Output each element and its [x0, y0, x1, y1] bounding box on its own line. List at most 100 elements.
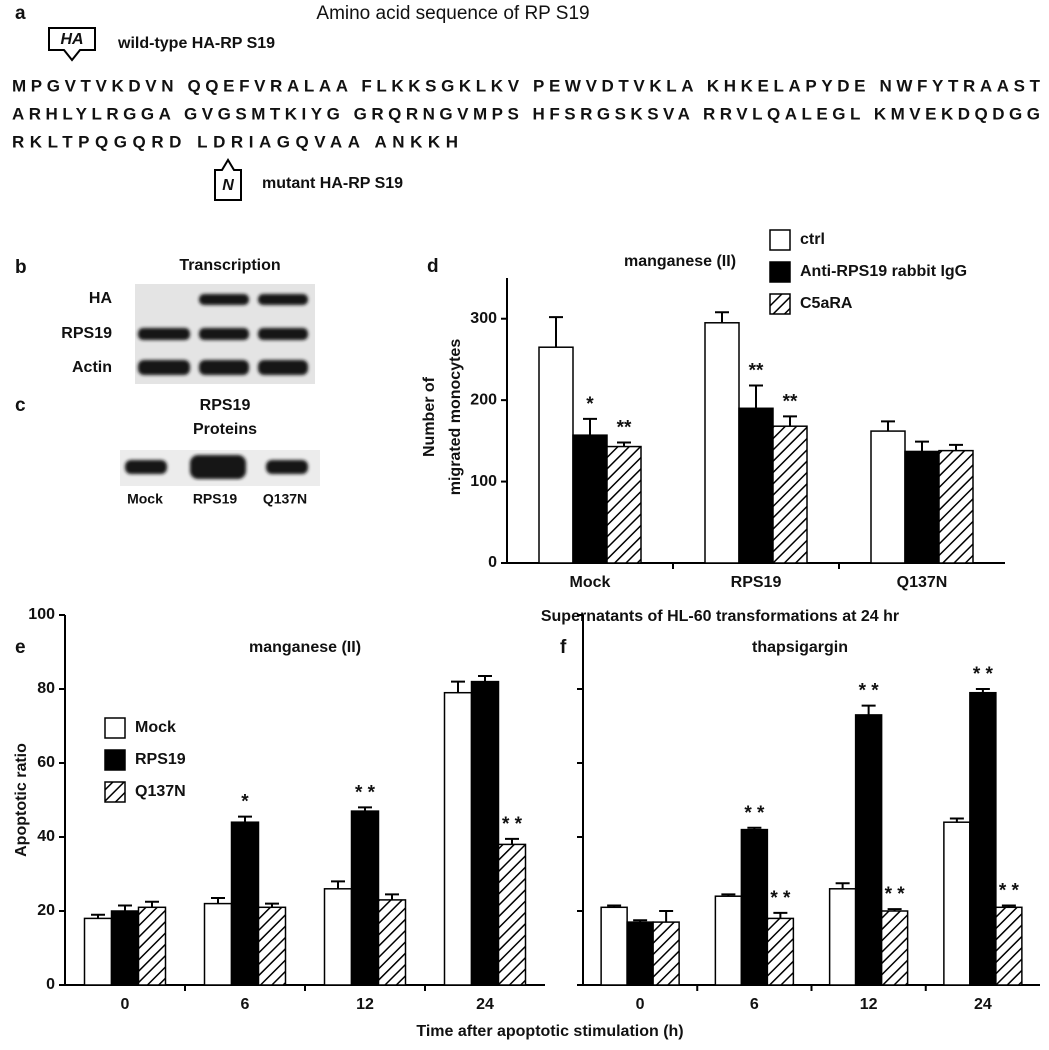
significance-label: * * [973, 664, 994, 685]
bar [766, 917, 795, 986]
row-label: HA [89, 290, 113, 307]
x-tick-label: 12 [860, 996, 878, 1013]
bar [738, 407, 774, 564]
x-tick-label: 0 [636, 996, 645, 1013]
bar [828, 888, 857, 986]
error-bar [633, 919, 648, 923]
bar [880, 910, 909, 986]
legend-swatch [104, 781, 126, 803]
legend-label: ctrl [800, 231, 825, 248]
blot-bands [138, 294, 308, 375]
band [138, 360, 190, 375]
error-bar [211, 897, 225, 904]
band [258, 360, 308, 375]
error-bar [783, 415, 797, 427]
panel-label: c [15, 395, 26, 416]
legend-label: Mock [135, 719, 176, 736]
error-bar [715, 311, 729, 323]
row-label: Actin [72, 359, 112, 376]
panel-title: Amino acid sequence of RP S19 [316, 3, 589, 24]
bar [137, 906, 167, 986]
tag-text: HA [60, 31, 83, 48]
bar [704, 322, 740, 564]
x-tick-label: 24 [974, 996, 992, 1013]
legend-label: RPS19 [135, 751, 186, 768]
error-bar [385, 893, 399, 900]
bar [854, 714, 883, 986]
panel-label: a [15, 3, 26, 24]
significance-label: ** [749, 361, 764, 382]
lane-label: Q137N [263, 491, 307, 507]
bar [600, 906, 628, 986]
y-tick-label: 40 [37, 828, 55, 845]
error-bar [773, 911, 788, 919]
error-bar [747, 826, 762, 830]
bar [110, 910, 140, 986]
x-tick-label: 24 [476, 996, 494, 1013]
bar [443, 691, 473, 986]
legend-label: C5aRA [800, 295, 853, 312]
bar [377, 899, 407, 986]
bar [572, 434, 608, 564]
error-bar [835, 882, 850, 889]
significance-label: * * [885, 884, 906, 905]
tag-box [48, 27, 96, 62]
legend-label: Q137N [135, 783, 186, 800]
bar [938, 449, 974, 564]
error-bar [1001, 904, 1016, 908]
error-bar [583, 417, 597, 436]
error-bar [749, 384, 763, 409]
error-bar [617, 441, 631, 447]
y-tick-label: 100 [470, 473, 497, 490]
bar [772, 425, 808, 564]
chart-title: thapsigargin [752, 639, 848, 656]
error-bar [478, 675, 492, 682]
significance-label: * * [999, 880, 1020, 901]
x-tick-label: Mock [570, 574, 611, 591]
bar [350, 810, 380, 986]
significance-label: * * [744, 803, 765, 824]
bar [943, 821, 971, 986]
band [199, 360, 249, 375]
x-tick-label: 6 [241, 996, 250, 1013]
y-axis-label: Number of [421, 376, 438, 457]
error-bar [265, 902, 279, 908]
bar [714, 895, 743, 986]
bar [740, 828, 769, 986]
x-tick-label: Q137N [897, 574, 948, 591]
panel-label: f [560, 637, 567, 658]
panel-label: d [427, 256, 439, 277]
x-tick-label: RPS19 [731, 574, 782, 591]
lane-label: RPS19 [193, 491, 238, 507]
bar [538, 346, 574, 564]
error-bar [887, 908, 902, 911]
chart-title: manganese (II) [624, 253, 736, 270]
error-bar [549, 316, 563, 348]
tag-text: N [222, 177, 234, 194]
bar [323, 888, 353, 986]
panel-a: a Amino acid sequence of RP S19 HA wild-… [12, 3, 1041, 201]
significance-label: * [586, 394, 594, 415]
panel-title: Proteins [193, 421, 257, 438]
significance-label: ** [783, 391, 798, 412]
error-bar [607, 904, 622, 908]
bar [470, 680, 500, 986]
band [190, 455, 246, 479]
y-tick-label: 0 [46, 976, 55, 993]
legend-swatch [769, 229, 791, 251]
bar [230, 821, 260, 986]
legend-swatch [769, 261, 791, 283]
legend-swatch [104, 749, 126, 771]
panel-label: b [15, 257, 27, 278]
legend-swatch [104, 717, 126, 739]
error-bar [949, 817, 964, 823]
chart-title: manganese (II) [249, 639, 361, 656]
error-bar [915, 440, 929, 452]
significance-label: * * [355, 782, 376, 803]
significance-label: * * [770, 888, 791, 909]
error-bar [949, 443, 963, 451]
x-axis-label: Supernatants of HL-60 transformations at… [541, 608, 899, 625]
legend-swatch [769, 293, 791, 315]
error-bar [145, 900, 159, 908]
bar [626, 921, 654, 986]
